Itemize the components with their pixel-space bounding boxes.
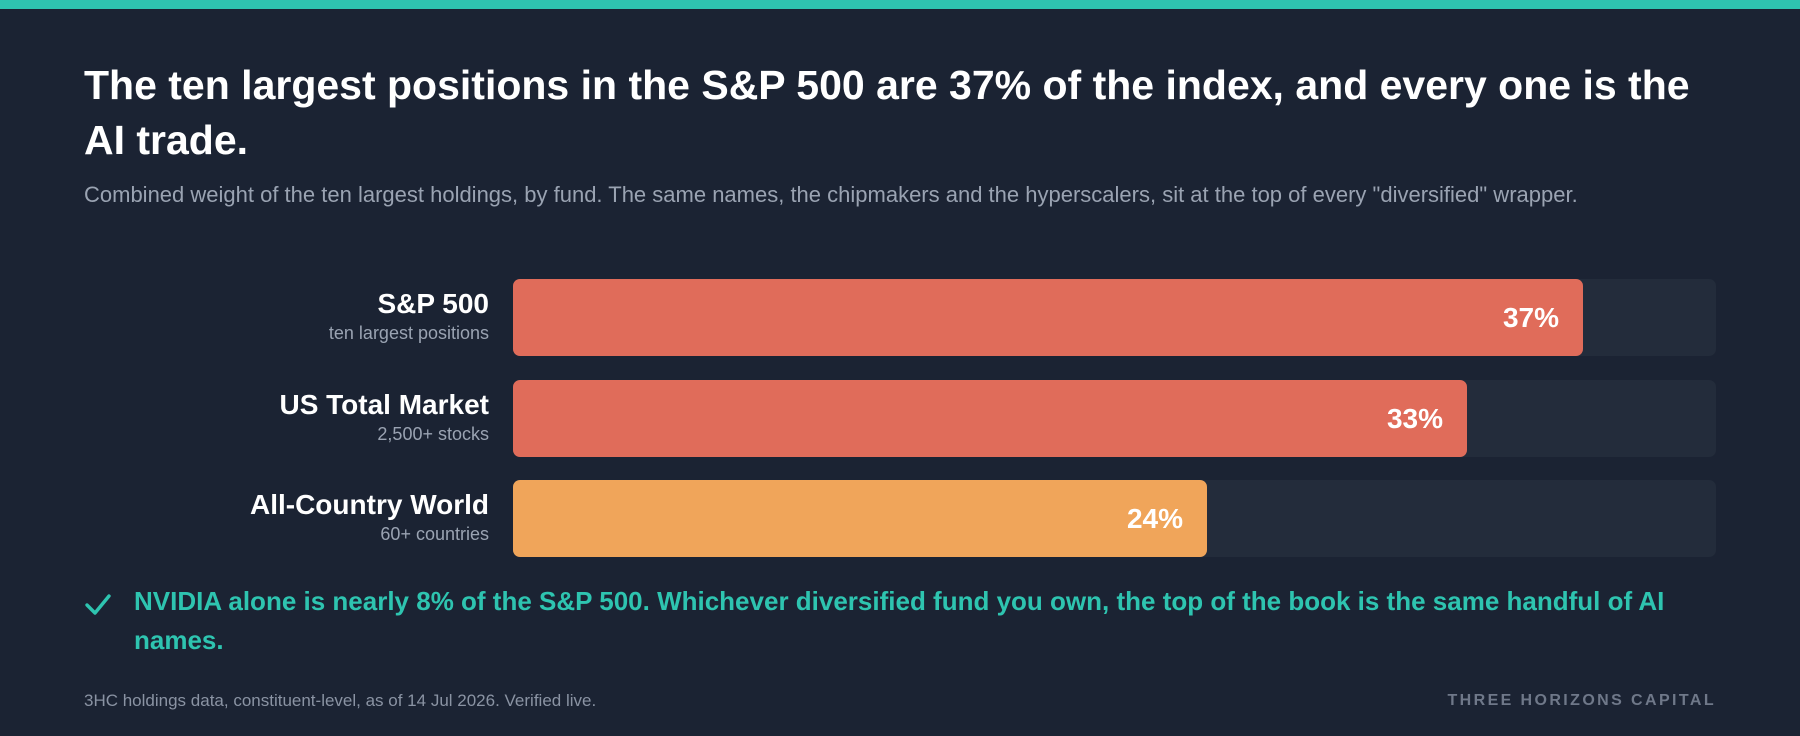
page-subtitle: Combined weight of the ten largest holdi…: [84, 182, 1578, 207]
check-icon: [85, 594, 111, 615]
bar-track: 37%: [513, 279, 1716, 356]
callout-text: NVIDIA alone is nearly 8% of the S&P 500…: [134, 586, 1665, 655]
bar-track: 24%: [513, 480, 1716, 557]
category-sublabel: ten largest positions: [328, 323, 489, 343]
category-sublabel: 60+ countries: [380, 524, 489, 544]
row-label: All-Country World 60+ countries: [84, 488, 489, 546]
category-label: S&P 500: [377, 288, 489, 319]
row-label: US Total Market 2,500+ stocks: [84, 388, 489, 446]
bar-value-label: 24%: [1126, 503, 1183, 534]
accent-top-bar: [0, 0, 1800, 9]
row-label: S&P 500 ten largest positions: [84, 287, 489, 345]
category-label: US Total Market: [279, 389, 489, 420]
category-label: All-Country World: [249, 489, 489, 520]
bar: [513, 279, 1583, 356]
bar: [513, 380, 1467, 457]
brand-name: THREE HORIZONS CAPITAL: [1447, 692, 1716, 709]
page-title: The ten largest positions in the S&P 500…: [84, 62, 1690, 163]
bar: [513, 480, 1207, 557]
bar-value-label: 37%: [1502, 302, 1559, 333]
category-sublabel: 2,500+ stocks: [377, 424, 489, 444]
bar-track: 33%: [513, 380, 1716, 457]
source-note: 3HC holdings data, constituent-level, as…: [84, 691, 597, 710]
bar-value-label: 33%: [1386, 403, 1443, 434]
